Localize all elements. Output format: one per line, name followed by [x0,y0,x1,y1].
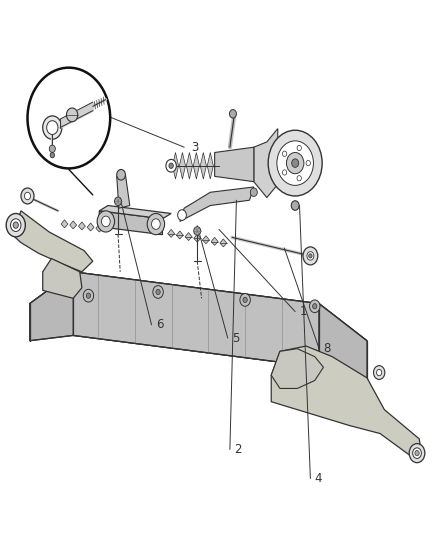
Circle shape [194,227,201,235]
Circle shape [286,152,304,174]
Polygon shape [200,152,206,179]
Polygon shape [43,259,82,298]
Polygon shape [70,221,77,229]
Polygon shape [254,128,278,198]
Circle shape [83,289,94,302]
Circle shape [102,216,110,227]
Polygon shape [99,211,162,235]
Circle shape [297,175,301,181]
Circle shape [251,188,257,197]
Circle shape [243,297,247,303]
Text: 2: 2 [234,443,242,456]
Polygon shape [168,229,175,237]
Circle shape [310,300,320,313]
Circle shape [230,110,237,118]
Circle shape [21,188,34,204]
Circle shape [292,159,299,167]
Polygon shape [215,147,254,182]
Text: 8: 8 [323,342,331,355]
Polygon shape [220,239,227,247]
Circle shape [409,443,425,463]
Circle shape [377,369,382,376]
Circle shape [86,293,91,298]
Circle shape [6,214,25,237]
Circle shape [166,159,177,172]
Circle shape [277,141,314,185]
Circle shape [307,252,314,260]
Polygon shape [319,304,367,405]
Polygon shape [180,187,254,221]
Circle shape [117,169,125,180]
Polygon shape [96,224,103,232]
Circle shape [297,146,301,151]
Polygon shape [117,175,130,208]
Polygon shape [87,223,94,231]
Circle shape [240,294,251,306]
Circle shape [97,211,115,232]
Polygon shape [177,231,184,239]
Circle shape [178,210,186,220]
Polygon shape [180,152,185,179]
Circle shape [303,247,318,265]
Circle shape [47,120,58,134]
Circle shape [28,68,110,168]
Circle shape [50,152,54,158]
Circle shape [67,108,78,122]
Text: 5: 5 [232,332,240,344]
Circle shape [153,286,163,298]
Circle shape [152,219,160,229]
Polygon shape [30,272,73,341]
Circle shape [11,219,21,231]
Circle shape [156,289,160,295]
Circle shape [147,214,165,235]
Circle shape [115,197,121,206]
Text: 6: 6 [156,318,163,332]
Circle shape [13,222,18,228]
Polygon shape [185,232,192,240]
Polygon shape [99,206,171,219]
Polygon shape [271,349,323,389]
Circle shape [268,130,322,196]
Circle shape [291,201,299,211]
Polygon shape [271,346,421,457]
Circle shape [169,163,173,168]
Circle shape [306,160,311,166]
Polygon shape [193,152,199,179]
Polygon shape [61,220,68,228]
Polygon shape [202,236,209,244]
Polygon shape [211,237,218,245]
Polygon shape [173,152,179,179]
Polygon shape [207,152,213,179]
Circle shape [283,151,287,156]
Text: 1: 1 [300,305,307,318]
Circle shape [374,366,385,379]
Circle shape [283,170,287,175]
Polygon shape [12,211,93,272]
Polygon shape [73,272,319,367]
Circle shape [25,192,31,200]
Polygon shape [194,234,201,242]
Text: 4: 4 [315,472,322,485]
Polygon shape [186,152,192,179]
Circle shape [309,254,312,258]
Circle shape [43,116,62,139]
Text: 3: 3 [191,141,198,154]
Circle shape [49,145,55,152]
Circle shape [313,304,317,309]
Polygon shape [78,222,85,230]
Polygon shape [30,272,367,367]
Circle shape [413,448,421,458]
Circle shape [415,450,419,456]
